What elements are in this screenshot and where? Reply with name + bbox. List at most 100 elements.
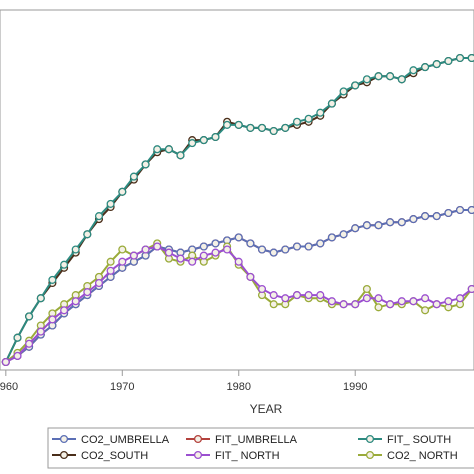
data-point <box>118 187 127 196</box>
data-point <box>83 230 92 239</box>
data-point <box>421 212 430 221</box>
legend-swatch-marker <box>59 450 69 460</box>
data-point <box>269 248 278 257</box>
data-point <box>386 218 395 227</box>
data-point <box>211 239 220 248</box>
data-point <box>176 151 185 160</box>
data-point <box>106 199 115 208</box>
data-point <box>164 145 173 154</box>
data-point <box>467 53 474 63</box>
data-point <box>316 108 325 117</box>
data-point <box>60 306 69 315</box>
data-point <box>83 288 92 297</box>
data-point <box>94 278 104 288</box>
series-fit-north <box>1 242 474 367</box>
data-point <box>1 357 10 367</box>
data-point <box>409 66 418 75</box>
series-line-fit-umbrella <box>5 209 472 363</box>
legend-item-fit-north: FIT_ NORTH <box>186 450 280 462</box>
legend-label: CO2_ NORTH <box>387 450 458 462</box>
x-tick-label: 1980 <box>227 381 251 393</box>
data-point <box>211 132 220 142</box>
data-point <box>397 297 406 306</box>
data-point <box>339 87 348 96</box>
data-point <box>316 291 325 300</box>
data-point <box>129 172 138 181</box>
data-point <box>444 56 453 66</box>
legend-swatch-marker <box>193 450 203 460</box>
data-point <box>362 221 371 230</box>
data-point <box>281 123 290 132</box>
data-point <box>455 294 465 303</box>
data-point <box>351 81 360 90</box>
x-axis-title: YEAR <box>250 402 283 416</box>
data-point <box>292 117 302 126</box>
data-point <box>257 123 267 132</box>
data-point <box>71 297 80 306</box>
data-point <box>199 136 208 145</box>
data-point <box>339 300 348 309</box>
data-point <box>246 239 255 248</box>
data-point <box>25 312 34 321</box>
data-point <box>141 160 150 169</box>
data-point <box>223 120 232 129</box>
legend-swatch-marker <box>365 434 375 444</box>
data-point <box>211 248 220 257</box>
data-point <box>13 351 22 360</box>
legend-swatch-marker <box>59 434 69 444</box>
data-point <box>234 257 243 266</box>
data-point <box>351 224 360 233</box>
data-point <box>199 242 208 251</box>
data-point <box>118 245 127 254</box>
data-point <box>444 297 453 306</box>
series-co2-south <box>1 53 474 367</box>
data-point <box>409 215 418 224</box>
data-point <box>60 260 69 269</box>
data-point <box>374 72 383 81</box>
data-point <box>362 75 371 84</box>
legend-swatch-marker <box>193 434 203 444</box>
data-point <box>234 120 243 129</box>
data-point <box>269 300 278 309</box>
data-point <box>269 126 278 136</box>
data-point <box>386 300 395 309</box>
data-point <box>432 212 441 221</box>
data-point <box>327 297 336 306</box>
data-point <box>106 266 115 275</box>
data-point <box>327 99 336 108</box>
data-point <box>444 208 453 218</box>
data-point <box>455 53 465 63</box>
data-point <box>257 245 267 254</box>
data-point <box>397 218 406 227</box>
data-point <box>188 139 197 148</box>
data-point <box>374 221 383 230</box>
data-point <box>153 145 162 154</box>
data-point <box>48 315 57 324</box>
data-point <box>25 339 34 348</box>
legend-box <box>47 427 474 469</box>
data-point <box>269 291 278 300</box>
legend-swatch-marker <box>365 450 375 460</box>
data-point <box>421 294 430 303</box>
data-point <box>432 60 441 69</box>
legend-label: FIT_ SOUTH <box>387 434 451 446</box>
data-point <box>118 257 127 266</box>
x-tick-label: 1960 <box>0 381 18 393</box>
series-layer <box>1 53 474 367</box>
series-co2-umbrella <box>1 205 474 367</box>
data-point <box>36 327 45 336</box>
data-point <box>106 257 115 266</box>
legend-item-fit-umbrella: FIT_UMBRELLA <box>186 434 298 446</box>
data-point <box>374 294 383 303</box>
data-point <box>421 306 430 315</box>
data-point <box>432 300 441 309</box>
data-point <box>94 212 104 221</box>
data-point <box>397 75 406 84</box>
data-point <box>141 245 150 254</box>
data-point <box>292 242 302 251</box>
legend-item-fit-south: FIT_ SOUTH <box>358 434 451 446</box>
data-point <box>176 254 185 263</box>
data-point <box>199 251 208 260</box>
data-point <box>455 205 465 215</box>
